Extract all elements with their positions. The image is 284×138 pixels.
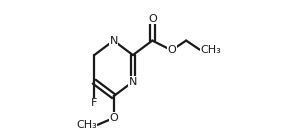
Text: O: O xyxy=(148,14,157,24)
Text: F: F xyxy=(91,98,97,108)
Text: CH₃: CH₃ xyxy=(76,120,97,130)
Text: O: O xyxy=(109,113,118,123)
Text: CH₃: CH₃ xyxy=(201,45,222,55)
Text: O: O xyxy=(167,45,176,55)
Text: N: N xyxy=(109,36,118,46)
Text: N: N xyxy=(129,77,137,87)
